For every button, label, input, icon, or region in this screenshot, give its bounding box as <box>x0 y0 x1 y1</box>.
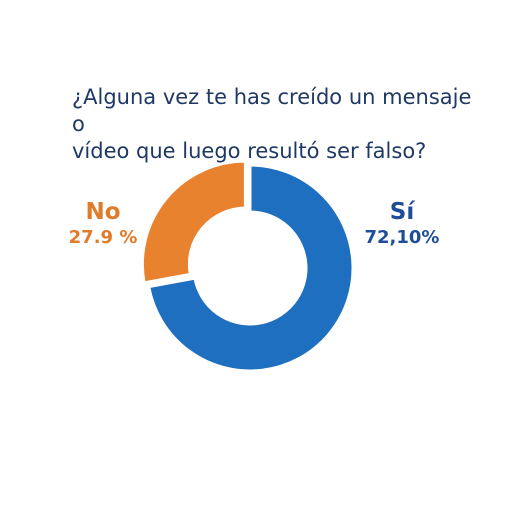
slice-label-no: No 27.9 % <box>58 198 148 250</box>
slice-label-si-name: Sí <box>389 199 415 225</box>
chart-title: ¿Alguna vez te has creído un mensaje o v… <box>72 84 472 165</box>
donut-slice-no <box>140 159 247 285</box>
slice-label-no-name: No <box>85 199 121 225</box>
donut-slice-si <box>146 163 355 373</box>
slice-label-si: Sí 72,10% <box>352 198 452 250</box>
chart-title-line-1: ¿Alguna vez te has creído un mensaje o <box>72 85 472 136</box>
slice-label-no-value: 27.9 % <box>68 227 138 248</box>
chart-title-line-2: vídeo que luego resultó ser falso? <box>72 139 427 163</box>
slice-label-si-value: 72,10% <box>364 227 440 248</box>
